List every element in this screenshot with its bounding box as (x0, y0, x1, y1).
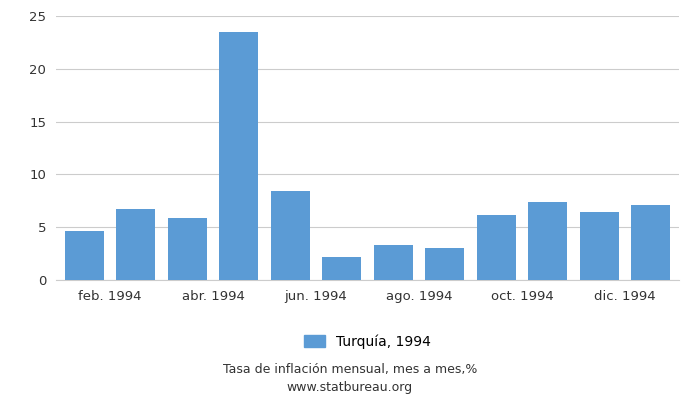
Bar (220, 32, 258, 280)
Bar (631, 205, 670, 280)
Bar (271, 191, 309, 280)
Legend: Turquía, 1994: Turquía, 1994 (304, 334, 431, 349)
Bar (374, 245, 412, 280)
Bar (65, 232, 104, 280)
Bar (580, 212, 619, 280)
Text: www.statbureau.org: www.statbureau.org (287, 382, 413, 394)
Bar (528, 202, 567, 280)
Bar (426, 248, 464, 280)
Bar (477, 214, 515, 280)
Bar (323, 257, 361, 280)
Bar (168, 218, 206, 280)
Text: Tasa de inflación mensual, mes a mes,%: Tasa de inflación mensual, mes a mes,% (223, 364, 477, 376)
Bar (116, 209, 155, 280)
